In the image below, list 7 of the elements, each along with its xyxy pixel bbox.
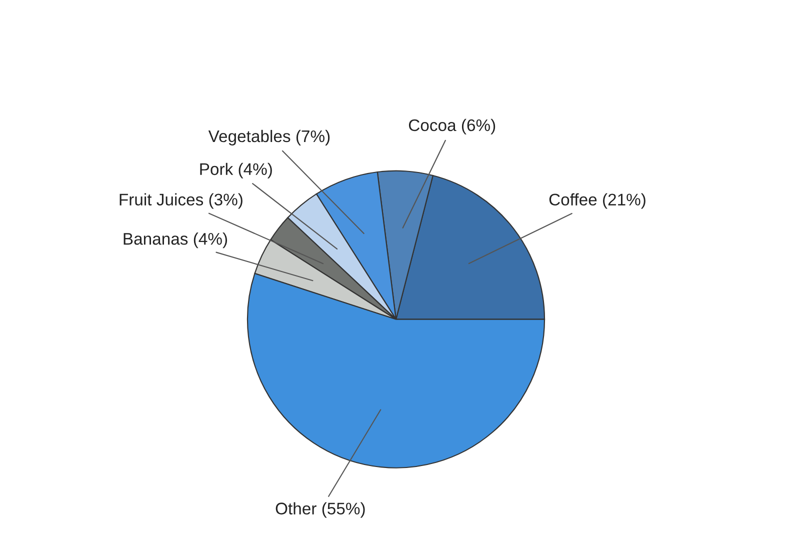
slice-label: Cocoa (6%) (408, 118, 496, 134)
slice-label: Fruit Juices (3%) (120, 193, 242, 209)
slice-label: Vegetables (7%) (208, 130, 330, 146)
slice-label: Other (55%) (276, 502, 365, 518)
slice-label: Bananas (4%) (124, 232, 228, 248)
slice-label: Coffee (21%) (549, 193, 646, 209)
slice-label: Pork (4%) (200, 162, 272, 178)
